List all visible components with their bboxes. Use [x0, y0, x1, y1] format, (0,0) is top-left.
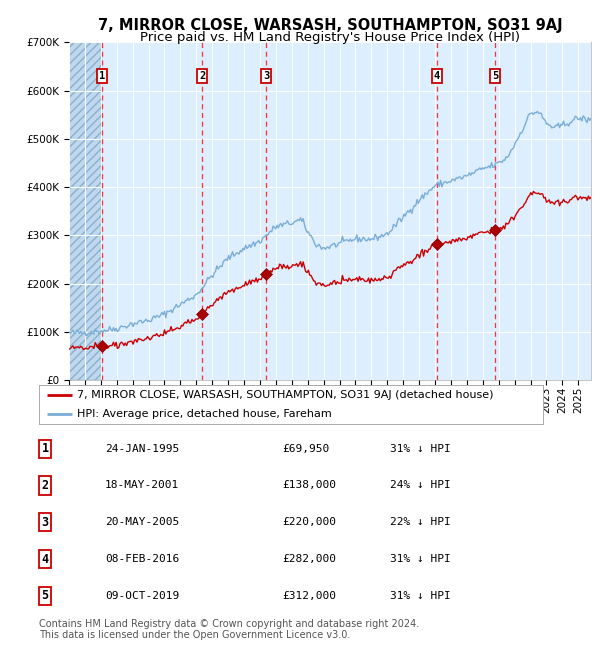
Text: 3: 3 — [263, 71, 269, 81]
Bar — [69, 42, 102, 380]
Text: 20-MAY-2005: 20-MAY-2005 — [105, 517, 179, 527]
Text: 1: 1 — [99, 71, 105, 81]
Text: 22% ↓ HPI: 22% ↓ HPI — [390, 517, 451, 527]
Text: 3: 3 — [41, 516, 49, 529]
Text: 09-OCT-2019: 09-OCT-2019 — [105, 591, 179, 601]
Text: 2: 2 — [199, 71, 205, 81]
Text: 5: 5 — [492, 71, 498, 81]
Text: 18-MAY-2001: 18-MAY-2001 — [105, 480, 179, 491]
Text: 7, MIRROR CLOSE, WARSASH, SOUTHAMPTON, SO31 9AJ (detached house): 7, MIRROR CLOSE, WARSASH, SOUTHAMPTON, S… — [77, 389, 493, 400]
Text: 1: 1 — [41, 442, 49, 455]
Text: 31% ↓ HPI: 31% ↓ HPI — [390, 591, 451, 601]
Text: £312,000: £312,000 — [282, 591, 336, 601]
Text: Price paid vs. HM Land Registry's House Price Index (HPI): Price paid vs. HM Land Registry's House … — [140, 31, 520, 44]
Bar — [69, 42, 102, 380]
Text: 08-FEB-2016: 08-FEB-2016 — [105, 554, 179, 564]
Text: 2: 2 — [41, 479, 49, 492]
Text: 4: 4 — [41, 552, 49, 566]
Text: £220,000: £220,000 — [282, 517, 336, 527]
Text: HPI: Average price, detached house, Fareham: HPI: Average price, detached house, Fare… — [77, 409, 332, 419]
Text: 31% ↓ HPI: 31% ↓ HPI — [390, 444, 451, 454]
Text: 31% ↓ HPI: 31% ↓ HPI — [390, 554, 451, 564]
Text: Contains HM Land Registry data © Crown copyright and database right 2024.
This d: Contains HM Land Registry data © Crown c… — [39, 619, 419, 640]
Text: 24% ↓ HPI: 24% ↓ HPI — [390, 480, 451, 491]
Text: 5: 5 — [41, 590, 49, 603]
Text: £282,000: £282,000 — [282, 554, 336, 564]
Text: £138,000: £138,000 — [282, 480, 336, 491]
Text: 7, MIRROR CLOSE, WARSASH, SOUTHAMPTON, SO31 9AJ: 7, MIRROR CLOSE, WARSASH, SOUTHAMPTON, S… — [98, 18, 562, 33]
Text: £69,950: £69,950 — [282, 444, 329, 454]
Text: 4: 4 — [434, 71, 440, 81]
Text: 24-JAN-1995: 24-JAN-1995 — [105, 444, 179, 454]
